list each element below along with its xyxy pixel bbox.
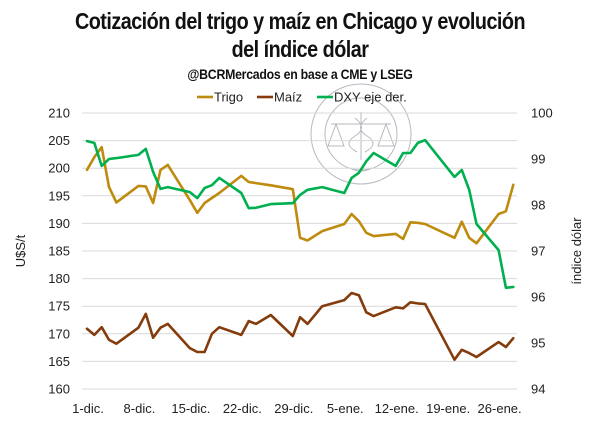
y-left-tick-label: 160 <box>48 382 70 397</box>
legend-item-maiz: Maíz <box>257 90 302 105</box>
y-left-tick-label: 190 <box>48 216 70 231</box>
y-right-tick-label: 100 <box>531 106 553 121</box>
legend-label: DXY eje der. <box>334 90 407 105</box>
x-tick-label: 8-dic. <box>124 401 156 416</box>
y-axis-left-title: U$S/t <box>13 234 28 267</box>
chart-title-line-1: Cotización del trigo y maíz en Chicago y… <box>74 8 526 34</box>
legend-label: Maíz <box>274 90 302 105</box>
y-left-tick-label: 195 <box>48 188 70 203</box>
x-tick-label: 29-dic. <box>274 401 313 416</box>
y-left-tick-label: 165 <box>48 354 70 369</box>
y-left-tick-label: 170 <box>48 326 70 341</box>
chart-subtitle: @BCRMercados en base a CME y LSEG <box>187 66 413 82</box>
series-line-maiz <box>85 291 515 362</box>
series-dxy-eje-der <box>85 138 515 290</box>
x-tick-label: 1-dic. <box>72 401 104 416</box>
x-axis: 1-dic. 8-dic. 15-dic. 22-dic. 29-dic. 5-ene. 1… <box>72 401 522 416</box>
y-right-tick-label: 96 <box>531 290 545 305</box>
series-trigo <box>85 145 515 245</box>
y-left-tick-label: 205 <box>48 133 70 148</box>
y-left-tick-label: 175 <box>48 299 70 314</box>
x-tick-label: 12-ene. <box>375 401 419 416</box>
legend: Trigo Maíz DXY eje der. <box>197 90 407 105</box>
y-left-tick-label: 210 <box>48 106 70 121</box>
y-left-tick-label: 185 <box>48 244 70 259</box>
series-layer <box>85 138 515 362</box>
legend-label: Trigo <box>214 90 243 105</box>
series-maiz <box>85 291 515 362</box>
y-right-tick-label: 98 <box>531 198 545 213</box>
y-right-tick-label: 97 <box>531 244 545 259</box>
series-line-dxy-eje-der <box>85 138 515 290</box>
series-line-trigo <box>85 145 515 245</box>
chart-title-line-2: del índice dólar <box>231 36 369 62</box>
y-left-tick-label: 180 <box>48 271 70 286</box>
y-right-tick-label: 94 <box>531 382 545 397</box>
x-tick-label: 19-ene. <box>426 401 470 416</box>
x-tick-label: 15-dic. <box>171 401 210 416</box>
legend-item-trigo: Trigo <box>197 90 243 105</box>
y-axis-right-title: índice dólar <box>569 217 584 285</box>
y-axis-right: 94 95 96 97 98 99 100 <box>531 106 553 397</box>
y-axis-left: 160 165 170 175 180 185 190 195 200 205 210 <box>48 106 70 397</box>
y-left-tick-label: 200 <box>48 161 70 176</box>
x-tick-label: 5-ene. <box>327 401 364 416</box>
y-right-tick-label: 99 <box>531 152 545 167</box>
x-tick-label: 26-ene. <box>478 401 522 416</box>
legend-item-dxy-eje-der: DXY eje der. <box>317 90 407 105</box>
x-tick-label: 22-dic. <box>223 401 262 416</box>
y-right-tick-label: 95 <box>531 336 545 351</box>
